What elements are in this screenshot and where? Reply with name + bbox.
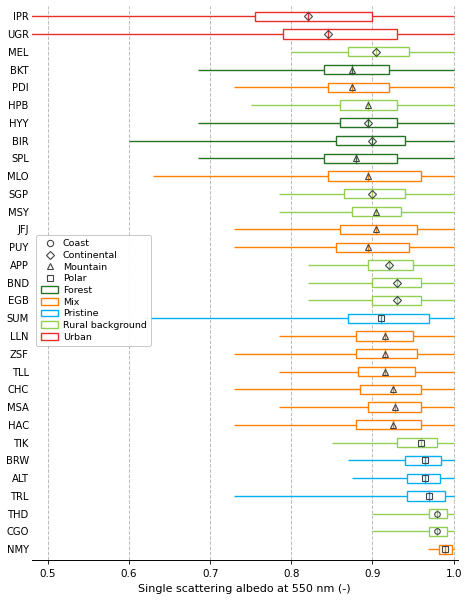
Bar bbox=[324, 154, 397, 163]
Bar bbox=[429, 527, 447, 536]
Bar bbox=[429, 509, 447, 518]
Bar bbox=[348, 47, 409, 56]
Bar bbox=[368, 403, 421, 412]
Bar bbox=[407, 491, 446, 500]
Bar bbox=[336, 136, 405, 145]
Bar bbox=[344, 189, 405, 199]
Bar bbox=[407, 473, 440, 483]
Bar bbox=[328, 172, 421, 181]
Bar bbox=[352, 207, 401, 216]
Bar bbox=[360, 385, 421, 394]
Bar bbox=[283, 29, 397, 38]
Bar bbox=[340, 225, 417, 234]
X-axis label: Single scattering albedo at 550 nm (-): Single scattering albedo at 550 nm (-) bbox=[139, 584, 351, 595]
Bar bbox=[340, 100, 397, 110]
Bar bbox=[358, 367, 416, 376]
Legend: Coast, Continental, Mountain, Polar, Forest, Mix, Pristine, Rural background, Ur: Coast, Continental, Mountain, Polar, For… bbox=[37, 235, 151, 346]
Bar bbox=[336, 242, 409, 252]
Bar bbox=[348, 314, 429, 323]
Bar bbox=[356, 331, 413, 341]
Bar bbox=[340, 118, 397, 127]
Bar bbox=[324, 65, 388, 74]
Bar bbox=[405, 456, 441, 465]
Bar bbox=[397, 438, 438, 447]
Bar bbox=[439, 545, 452, 554]
Bar bbox=[328, 83, 388, 92]
Bar bbox=[356, 349, 417, 358]
Bar bbox=[356, 420, 421, 430]
Bar bbox=[255, 11, 373, 21]
Bar bbox=[373, 278, 421, 287]
Bar bbox=[373, 296, 421, 305]
Bar bbox=[368, 260, 413, 269]
